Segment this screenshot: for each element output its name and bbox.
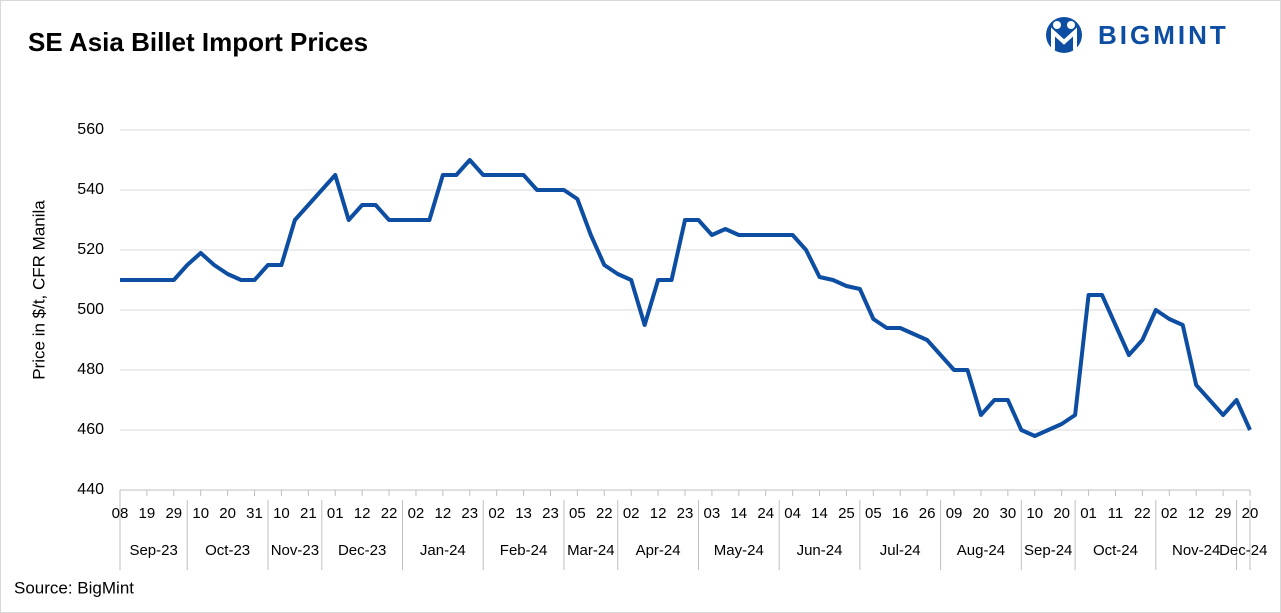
x-tick-label: 10 [273, 505, 290, 522]
x-tick-label: 12 [1188, 505, 1205, 522]
x-tick-label: 26 [919, 505, 936, 522]
x-group-label: Dec-23 [338, 542, 386, 559]
x-tick-label: 02 [408, 505, 425, 522]
x-tick-label: 16 [892, 505, 909, 522]
x-tick-label: 31 [246, 505, 263, 522]
y-axis-label: Price in $/t, CFR Manila [29, 200, 48, 380]
x-tick-label: 12 [354, 505, 371, 522]
x-tick-label: 20 [1053, 505, 1070, 522]
x-tick-label: 12 [435, 505, 452, 522]
x-group-label: Apr-24 [636, 542, 681, 559]
y-tick-label: 500 [77, 301, 104, 318]
price-line [120, 158, 1252, 438]
y-tick-label: 460 [77, 421, 104, 438]
x-tick-label: 10 [1026, 505, 1043, 522]
y-tick-label: 440 [77, 481, 104, 498]
chart-title: SE Asia Billet Import Prices [28, 27, 368, 57]
x-tick-label: 03 [704, 505, 721, 522]
x-group-label: Nov-24 [1172, 542, 1220, 559]
x-tick-label: 05 [569, 505, 586, 522]
x-group-label: Dec-24 [1219, 542, 1267, 559]
source: Source: BigMint [14, 578, 134, 597]
x-tick-label: 01 [327, 505, 344, 522]
x-group-label: May-24 [714, 542, 764, 559]
x-group-label: Oct-24 [1093, 542, 1138, 559]
x-group-label: Jan-24 [420, 542, 466, 559]
x-group-label: Feb-24 [500, 542, 548, 559]
y-tick-label: 560 [77, 121, 104, 138]
x-group-label: Sep-24 [1024, 542, 1072, 559]
y-tick-label: 520 [77, 241, 104, 258]
x-tick-label: 13 [515, 505, 532, 522]
x-group-label: Mar-24 [567, 542, 615, 559]
x-tick-label: 22 [1134, 505, 1151, 522]
x-tick-label: 19 [139, 505, 156, 522]
x-tick-label: 11 [1108, 505, 1124, 522]
x-tick-label: 09 [946, 505, 963, 522]
x-tick-label: 25 [838, 505, 855, 522]
x-tick-label: 23 [677, 505, 694, 522]
x-group-label: Nov-23 [271, 542, 319, 559]
x-tick-label: 02 [1161, 505, 1178, 522]
logo-icon [1046, 17, 1082, 53]
x-tick-label: 02 [488, 505, 505, 522]
x-tick-label: 12 [650, 505, 667, 522]
x-tick-label: 23 [461, 505, 478, 522]
y-tick-label: 480 [77, 361, 104, 378]
x-tick-label: 20 [219, 505, 236, 522]
x-group-label: Sep-23 [129, 542, 177, 559]
x-group-label: Aug-24 [957, 542, 1005, 559]
y-tick-label: 540 [77, 181, 104, 198]
logo-text: BIGMINT [1098, 20, 1229, 50]
x-group-label: Oct-23 [205, 542, 250, 559]
x-tick-label: 23 [542, 505, 559, 522]
x-tick-label: 29 [165, 505, 182, 522]
x-tick-label: 14 [811, 505, 828, 522]
x-tick-label: 01 [1080, 505, 1097, 522]
x-tick-label: 05 [865, 505, 882, 522]
x-tick-label: 20 [973, 505, 990, 522]
x-group-label: Jun-24 [797, 542, 843, 559]
x-group-label: Jul-24 [880, 542, 921, 559]
x-tick-label: 14 [730, 505, 747, 522]
x-tick-label: 22 [381, 505, 398, 522]
x-tick-label: 22 [596, 505, 613, 522]
x-tick-label: 30 [1000, 505, 1017, 522]
x-tick-label: 21 [300, 505, 317, 522]
x-tick-label: 10 [192, 505, 209, 522]
x-tick-label: 29 [1215, 505, 1232, 522]
x-tick-label: 04 [784, 505, 801, 522]
x-tick-label: 24 [757, 505, 774, 522]
x-tick-label: 02 [623, 505, 640, 522]
